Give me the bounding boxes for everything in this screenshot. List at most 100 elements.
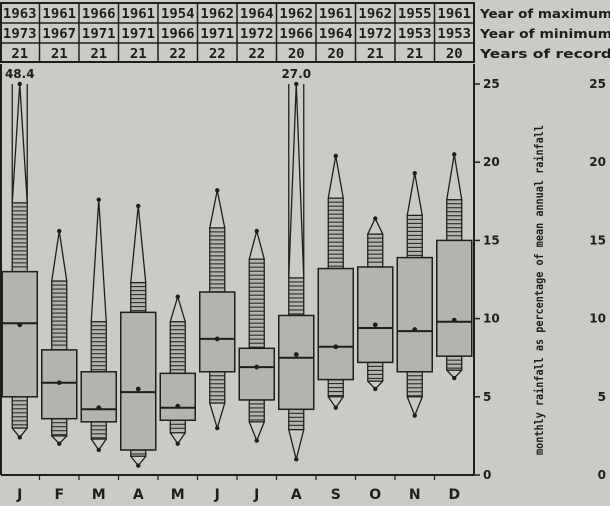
quartile-box [199,291,236,373]
right-tick-label: 0 [598,468,606,482]
month-label: D [448,487,460,503]
month-label: A [291,487,302,503]
mean-point [372,322,378,328]
max-point [333,153,338,159]
quartile-box [159,372,196,422]
month-label: O [369,487,381,503]
y-tick-label: 15 [483,233,500,247]
box-series [1,81,473,468]
month-box-3 [120,203,157,468]
upper-whisker [169,294,186,322]
year-of-maximum-cell: 1966 [82,7,116,22]
month-box-11 [436,152,473,381]
min-point [57,441,62,446]
max-point [373,216,378,221]
max-point [136,203,141,209]
month-box-6 [238,228,275,443]
year-of-minimum-cell: 1971 [121,27,155,42]
min-point [412,413,417,418]
upper-whisker [51,230,68,282]
quartile-box [238,347,275,401]
year-of-minimum-cell: 1972 [240,27,274,42]
quartile-box [317,267,354,381]
upper-whisker [406,173,423,216]
min-point [215,425,220,431]
header-row-labels: Year of maximum Year of minimum Years of r… [479,7,610,61]
year-of-minimum-cell: 1972 [358,27,392,42]
upper-whisker [248,228,265,260]
upper-whisker [446,154,463,200]
month-label: F [54,487,64,503]
year-of-maximum-cell: 1961 [319,7,353,22]
off-scale-value: 48.4 [5,67,35,81]
max-point [412,170,417,176]
mean-point [17,322,23,328]
years-of-record-cell: 21 [11,47,28,62]
lower-decile-band [90,421,107,440]
quartile-box [436,239,473,357]
year-of-minimum-cell: 1966 [161,27,195,42]
month-label: S [331,487,341,503]
year-of-minimum-cell: 1953 [398,27,432,42]
y-axis-right: 0 5 10 15 20 25 [589,77,606,482]
years-of-record-label: Years of record [479,47,610,61]
quartile-box [80,371,117,423]
lower-decile-band [51,418,68,437]
month-label: J [253,487,259,503]
year-of-minimum-cell: 1971 [82,27,116,42]
off-scale-labels: 48.4 27.0 [5,67,311,81]
years-of-record-cell: 21 [90,47,107,62]
lower-decile-band [130,449,147,457]
month-box-7 [278,81,315,462]
lower-decile-band [288,408,305,431]
year-of-maximum-cell: 1955 [398,7,432,22]
years-of-record-cell: 21 [130,47,147,62]
mean-point [254,364,260,370]
month-label: J [214,487,220,503]
month-label: M [92,487,106,503]
mean-point [293,352,299,357]
year-of-maximum-cell: 1964 [240,7,274,22]
year-of-maximum-cell: 1962 [358,7,392,22]
y-tick-label: 5 [483,390,491,404]
month-label: A [133,487,144,503]
header-table: 1963 1961 1966 1961 1954 1962 1964 1962 1961 1962… [0,2,475,63]
max-point [17,81,22,87]
year-of-maximum-cell: 1962 [200,7,234,22]
lower-decile-band [248,399,265,423]
min-point [373,386,378,392]
years-of-record-cell: 20 [446,47,463,62]
year-of-maximum-cell: 1961 [42,7,76,22]
max-point [254,228,259,234]
min-point [17,435,22,440]
month-box-1 [41,228,78,446]
y-tick-label: 25 [483,77,500,91]
quartile-box [278,314,315,411]
upper-whisker [327,155,344,199]
upper-decile-band [11,202,28,273]
year-of-maximum-cell: 1961 [121,7,155,22]
right-tick-label: 5 [598,390,606,404]
years-of-record-cell: 20 [327,47,344,62]
max-point [294,81,299,87]
min-point [333,405,338,410]
max-point [96,197,101,202]
right-tick-label: 15 [589,233,606,247]
month-label: N [409,487,421,503]
max-point [452,152,457,157]
y-tick-label: 10 [483,312,500,326]
min-point [254,438,259,443]
min-point [136,463,141,468]
year-of-minimum-cell: 1953 [437,27,471,42]
years-of-record-cell: 22 [248,47,265,62]
year-of-maximum-cell: 1961 [437,7,471,22]
upper-whisker [209,190,226,229]
month-box-2 [80,197,117,453]
upper-decile-band [51,280,68,351]
y-axis-title: monthly rainfall as percentage of mean a… [532,125,546,455]
mean-point [451,317,457,323]
upper-whisker [90,199,107,322]
month-box-4 [159,294,196,446]
